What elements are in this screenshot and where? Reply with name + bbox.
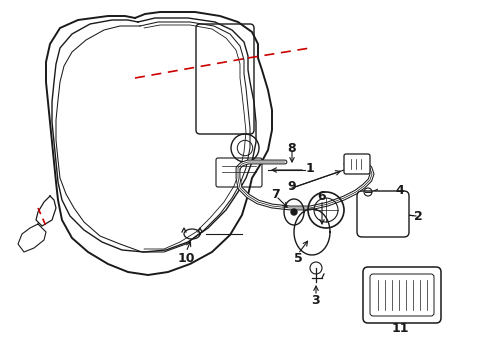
- Text: 5: 5: [293, 252, 302, 265]
- FancyBboxPatch shape: [362, 267, 440, 323]
- FancyBboxPatch shape: [343, 154, 369, 174]
- Circle shape: [290, 209, 296, 215]
- Text: 11: 11: [390, 321, 408, 334]
- Text: 2: 2: [413, 210, 422, 222]
- Text: 8: 8: [287, 141, 296, 154]
- Text: 3: 3: [311, 293, 320, 306]
- Text: 10: 10: [177, 252, 194, 265]
- Text: 4: 4: [395, 184, 404, 197]
- Text: 6: 6: [317, 189, 325, 202]
- Text: 9: 9: [287, 180, 296, 193]
- FancyBboxPatch shape: [356, 191, 408, 237]
- Text: 7: 7: [271, 188, 280, 201]
- Text: 1: 1: [305, 162, 314, 175]
